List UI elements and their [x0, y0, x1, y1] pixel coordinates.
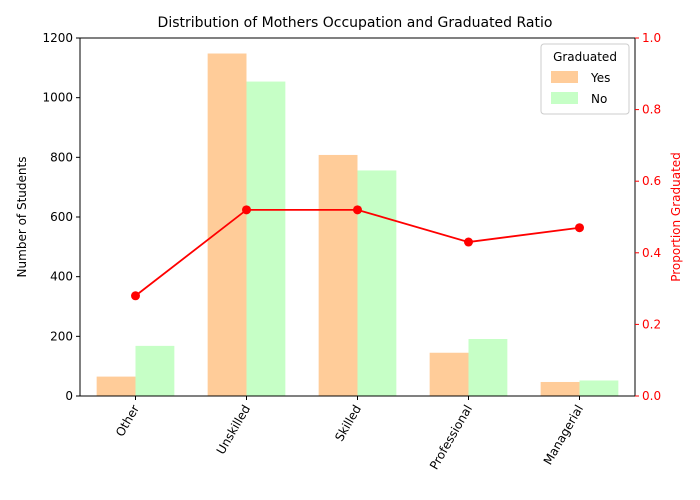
bar-yes-professional	[429, 352, 469, 396]
y-tick-label: 1000	[42, 91, 73, 105]
y-tick-label: 800	[50, 150, 73, 164]
y-tick-label: 1200	[42, 31, 73, 45]
y2-tick-label: 0.8	[642, 103, 661, 117]
y2-tick-label: 0.0	[642, 389, 661, 403]
chart-title: Distribution of Mothers Occupation and G…	[158, 15, 553, 31]
x-tick-label: Managerial	[541, 403, 586, 468]
y2-tick-label: 0.4	[642, 246, 661, 260]
legend-swatch-yes	[551, 71, 578, 83]
legend-label-no: No	[591, 92, 607, 106]
legend-title: Graduated	[553, 50, 617, 64]
bar-no-other	[135, 345, 175, 396]
y-axis-label: Number of Students	[15, 157, 29, 278]
y2-tick-label: 0.6	[642, 174, 661, 188]
bar-no-skilled	[357, 170, 397, 396]
proportion-point-other	[131, 291, 140, 301]
y2-axis-label: Proportion Graduated	[669, 152, 683, 282]
bar-yes-other	[96, 376, 136, 396]
plot-area: 0 200 400 600 800 1000 1200 0.0 0.2 0.4 0.6 0.8 1.0 O…	[42, 31, 661, 472]
y2-tick-label: 1.0	[642, 31, 661, 45]
x-tick-label: Unskilled	[214, 403, 253, 457]
proportion-point-skilled	[353, 205, 362, 215]
y-tick-label: 600	[50, 210, 73, 224]
y-tick-label: 400	[50, 270, 73, 284]
legend-swatch-no	[551, 92, 578, 104]
x-tick-label: Professional	[427, 403, 475, 472]
bar-no-unskilled	[246, 81, 286, 396]
x-tick-label: Other	[113, 402, 142, 439]
y-tick-label: 200	[50, 329, 73, 343]
y2-tick-label: 0.2	[642, 317, 661, 331]
x-tick-label: Skilled	[332, 403, 364, 444]
legend-label-yes: Yes	[590, 71, 610, 85]
y-tick-label: 0	[65, 389, 73, 403]
bar-yes-skilled	[318, 154, 358, 396]
bar-no-managerial	[579, 380, 619, 396]
bar-no-professional	[468, 339, 508, 396]
proportion-point-unskilled	[242, 205, 251, 215]
bar-yes-managerial	[540, 381, 580, 396]
proportion-point-professional	[464, 237, 473, 247]
proportion-point-managerial	[575, 223, 584, 233]
